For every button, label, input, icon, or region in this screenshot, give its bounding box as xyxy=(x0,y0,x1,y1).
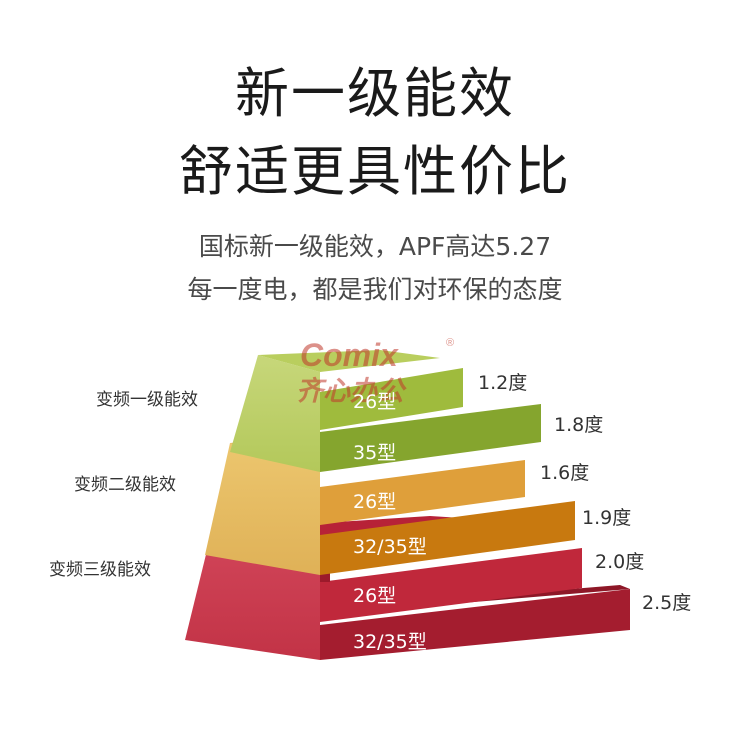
tier-2-bar-1-type: 26型 xyxy=(353,491,396,513)
tier-1-bar-2-type: 35型 xyxy=(353,442,396,464)
tier-1-bar-2-value: 1.8度 xyxy=(554,414,603,436)
bar-tier3-b-face xyxy=(320,589,630,660)
tier-1-label: 变频一级能效 xyxy=(96,390,198,410)
tier-3-bar-1-type: 26型 xyxy=(353,585,396,607)
tier-3-label: 变频三级能效 xyxy=(49,560,151,580)
tier-1 xyxy=(230,350,541,472)
bar-tier2-b-face xyxy=(320,501,575,575)
bar-tier3-a-face xyxy=(320,548,582,622)
tier-1-top xyxy=(258,350,440,372)
tier-2-label: 变频二级能效 xyxy=(74,475,176,495)
bar-tier3-b-top xyxy=(462,585,630,603)
tier-1-front xyxy=(230,355,320,472)
tier-3-bar-2-type: 32/35型 xyxy=(353,631,427,653)
headline-line-2: 舒适更具性价比 xyxy=(179,140,571,203)
tier-2-bar-2-type: 32/35型 xyxy=(353,536,427,558)
tier-1-bar-1-type: 26型 xyxy=(353,391,396,413)
watermark-brand: Comix xyxy=(300,337,399,373)
watermark-registered: ® xyxy=(446,337,454,349)
bar-tier1-a-face xyxy=(320,368,463,430)
watermark-chinese: 齐心办公 xyxy=(296,376,407,407)
tier-3-bar-2-value: 2.5度 xyxy=(642,592,691,614)
tier-1-bar-1-value: 1.2度 xyxy=(478,372,527,394)
subheadline: 国标新一级能效，APF高达5.27 每一度电，都是我们对环保的态度 xyxy=(0,225,750,311)
bar-tier2-a-face xyxy=(320,460,525,525)
headline: 新一级能效 舒适更具性价比 xyxy=(0,55,750,211)
tier-2-bar-1-value: 1.6度 xyxy=(540,462,589,484)
headline-line-1: 新一级能效 xyxy=(235,62,515,125)
brand-watermark: Comix ® 齐心办公 xyxy=(296,337,454,407)
bar-tier1-b-face xyxy=(320,404,541,472)
subheadline-line-1: 国标新一级能效，APF高达5.27 xyxy=(198,232,552,261)
tier-2-bar-2-value: 1.9度 xyxy=(582,507,631,529)
subheadline-line-2: 每一度电，都是我们对环保的态度 xyxy=(187,275,563,304)
tier-2-front xyxy=(205,443,320,575)
tier-3-bar-1-value: 2.0度 xyxy=(595,551,644,573)
